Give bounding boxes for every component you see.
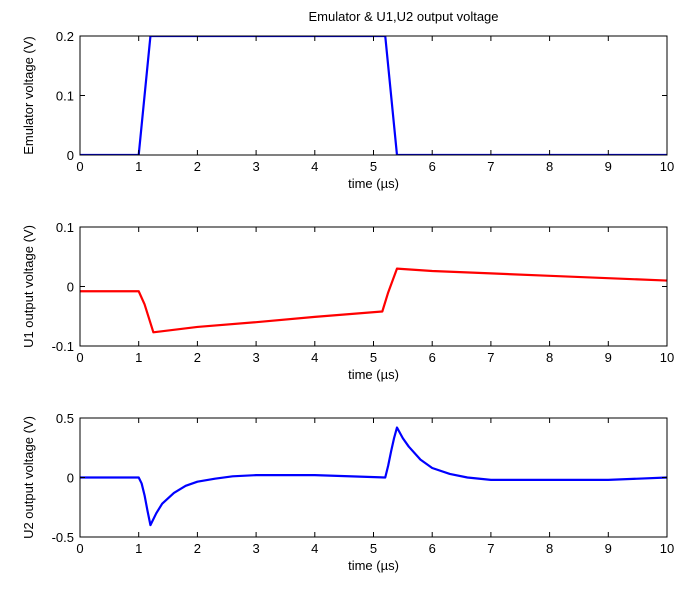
y-tick-label: -0.5 — [52, 530, 74, 545]
x-tick-label: 8 — [546, 541, 553, 556]
x-axis-label: time (µs) — [348, 558, 399, 573]
chart-title: Emulator & U1,U2 output voltage — [308, 9, 498, 24]
x-tick-label: 1 — [135, 541, 142, 556]
y-axis-label: U2 output voltage (V) — [21, 416, 36, 539]
y-axis-label: Emulator voltage (V) — [21, 36, 36, 155]
x-tick-label: 9 — [605, 541, 612, 556]
x-tick-label: 5 — [370, 159, 377, 174]
x-tick-label: 10 — [660, 350, 674, 365]
y-tick-label: 0.1 — [56, 220, 74, 235]
x-tick-label: 8 — [546, 159, 553, 174]
x-tick-label: 3 — [252, 159, 259, 174]
subplot-1: 0 1 2 3 4 5 6 7 8 9 10 0 0.1 0.2 time (µs) Emulator vol… — [21, 29, 674, 191]
x-tick-label: 6 — [429, 541, 436, 556]
y-tick-label: 0.2 — [56, 29, 74, 44]
y-tick-label: -0.1 — [52, 339, 74, 354]
x-tick-label: 2 — [194, 159, 201, 174]
x-tick-label: 0 — [76, 159, 83, 174]
axes-box — [79, 35, 668, 156]
x-tick-label: 4 — [311, 541, 318, 556]
x-tick-label: 9 — [605, 159, 612, 174]
x-axis-label: time (µs) — [348, 176, 399, 191]
x-tick-label: 1 — [135, 159, 142, 174]
x-tick-label: 4 — [311, 159, 318, 174]
series-line-1 — [80, 267, 667, 334]
x-tick-label: 2 — [194, 350, 201, 365]
x-tick-label: 8 — [546, 350, 553, 365]
x-tick-label: 5 — [370, 541, 377, 556]
x-tick-label: 0 — [76, 541, 83, 556]
series-line-1 — [80, 426, 667, 527]
x-tick-label: 2 — [194, 541, 201, 556]
x-tick-label: 6 — [429, 159, 436, 174]
x-tick-label: 5 — [370, 350, 377, 365]
x-tick-label: 7 — [487, 541, 494, 556]
x-tick-label: 7 — [487, 159, 494, 174]
x-tick-label: 7 — [487, 350, 494, 365]
x-tick-label: 1 — [135, 350, 142, 365]
x-tick-label: 9 — [605, 350, 612, 365]
x-tick-label: 6 — [429, 350, 436, 365]
x-tick-label: 0 — [76, 350, 83, 365]
x-tick-label: 4 — [311, 350, 318, 365]
y-axis-label: U1 output voltage (V) — [21, 225, 36, 348]
x-tick-label: 10 — [660, 541, 674, 556]
y-tick-label: 0.5 — [56, 411, 74, 426]
y-tick-label: 0 — [67, 280, 74, 295]
x-tick-label: 3 — [252, 541, 259, 556]
series-line-1 — [80, 36, 667, 155]
y-tick-label: 0.1 — [56, 89, 74, 104]
x-tick-label: 10 — [660, 159, 674, 174]
x-axis-label: time (µs) — [348, 367, 399, 382]
axes-box — [79, 226, 668, 347]
y-tick-label: 0 — [67, 471, 74, 486]
y-tick-label: 0 — [67, 148, 74, 163]
x-tick-label: 3 — [252, 350, 259, 365]
